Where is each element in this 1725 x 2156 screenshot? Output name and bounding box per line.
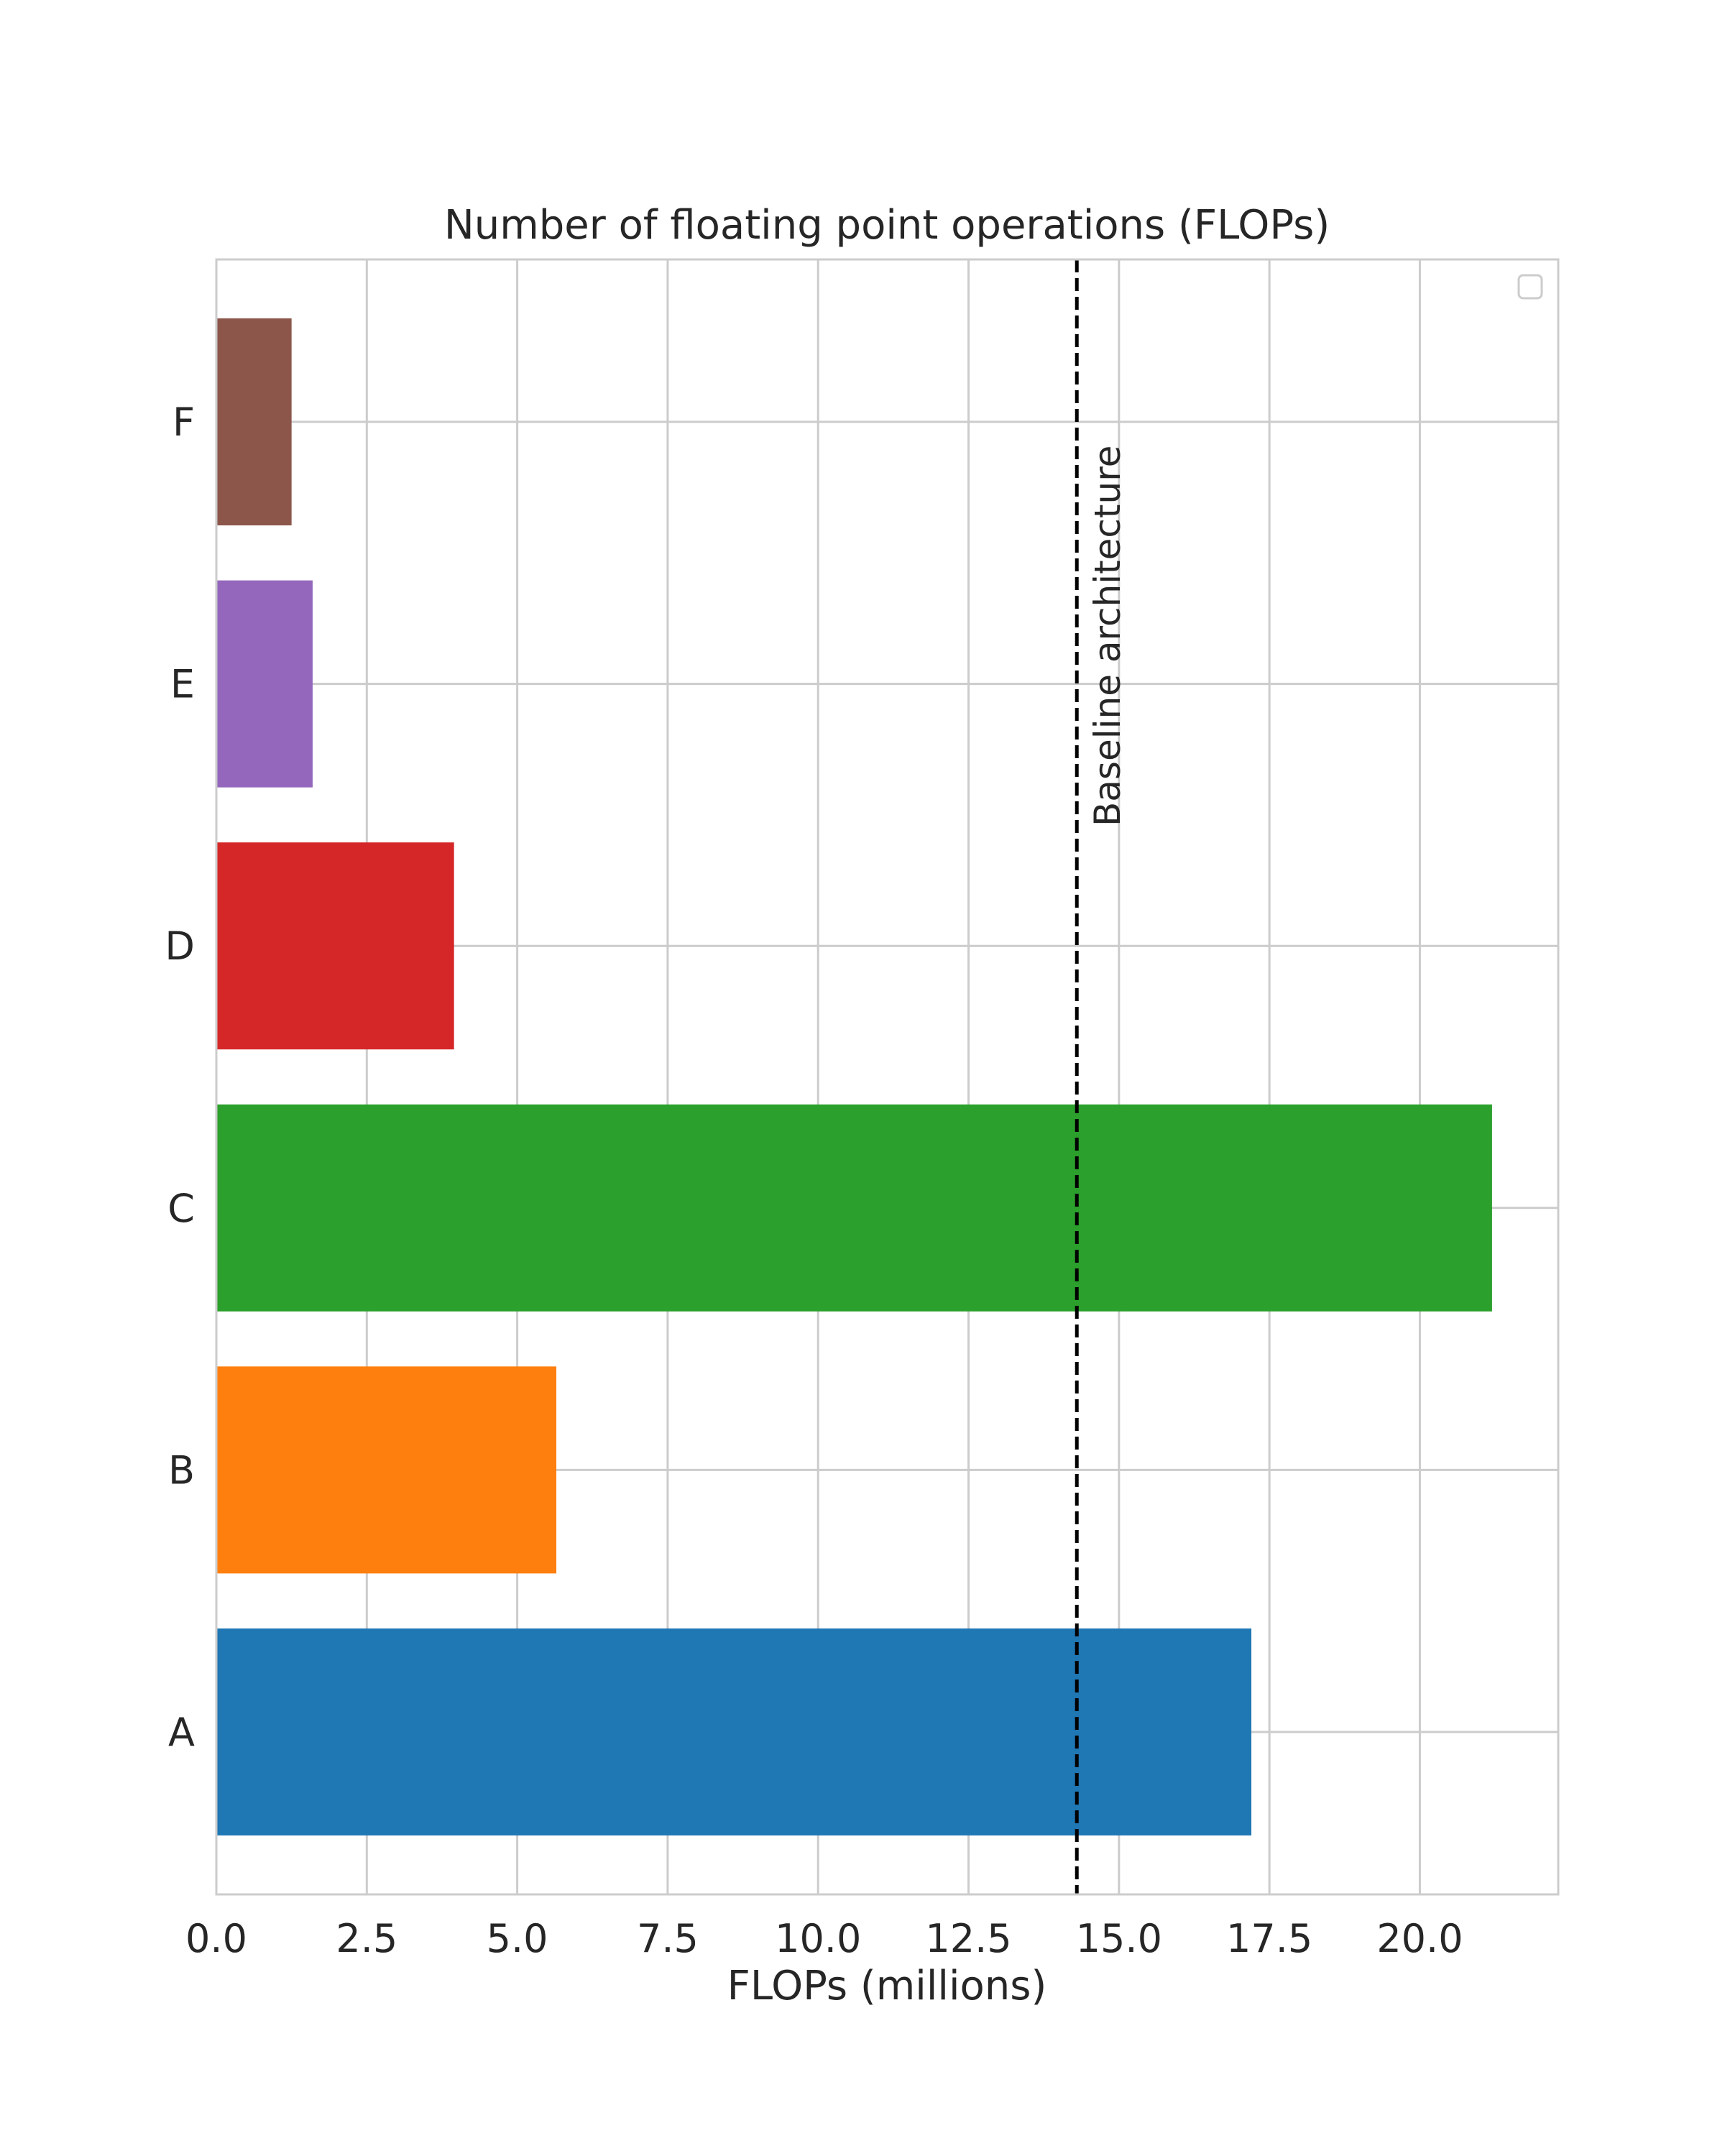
y-tick-label: B xyxy=(168,1447,195,1493)
bar-a xyxy=(216,1628,1252,1835)
x-tick-labels: 0.0 2.5 5.0 7.5 10.0 12.5 15.0 17.5 20.0 xyxy=(185,1916,1463,1961)
x-tick-label: 15.0 xyxy=(1076,1916,1162,1961)
x-tick-label: 17.5 xyxy=(1226,1916,1312,1961)
bar-d xyxy=(216,842,454,1050)
x-tick-label: 20.0 xyxy=(1376,1916,1463,1961)
x-tick-label: 2.5 xyxy=(336,1916,397,1961)
baseline-label: Baseline architecture xyxy=(1087,446,1128,826)
y-tick-label: A xyxy=(168,1710,195,1755)
plot-area xyxy=(216,259,1558,1894)
bars xyxy=(216,318,1492,1835)
plot-frame xyxy=(215,258,1560,1896)
x-tick-label: 7.5 xyxy=(637,1916,699,1961)
x-tick-label: 5.0 xyxy=(487,1916,548,1961)
x-axis-label: FLOPs (millions) xyxy=(727,1963,1047,2009)
y-tick-label: D xyxy=(165,923,195,969)
bar-c xyxy=(216,1104,1492,1312)
bar-e xyxy=(216,580,313,788)
y-tick-label: E xyxy=(170,662,195,707)
y-tick-label: F xyxy=(172,400,195,445)
bar-b xyxy=(216,1366,557,1574)
y-tick-label: C xyxy=(167,1186,195,1231)
legend-box xyxy=(1517,274,1543,300)
bar-f xyxy=(216,318,292,526)
x-tick-label: 0.0 xyxy=(185,1916,247,1961)
x-tick-label: 10.0 xyxy=(775,1916,861,1961)
baseline-reference: Baseline architecture xyxy=(1075,259,1128,1894)
chart-title: Number of floating point operations (FLO… xyxy=(444,202,1330,249)
x-tick-label: 12.5 xyxy=(925,1916,1011,1961)
y-tick-labels: A B C D E F xyxy=(165,400,195,1755)
